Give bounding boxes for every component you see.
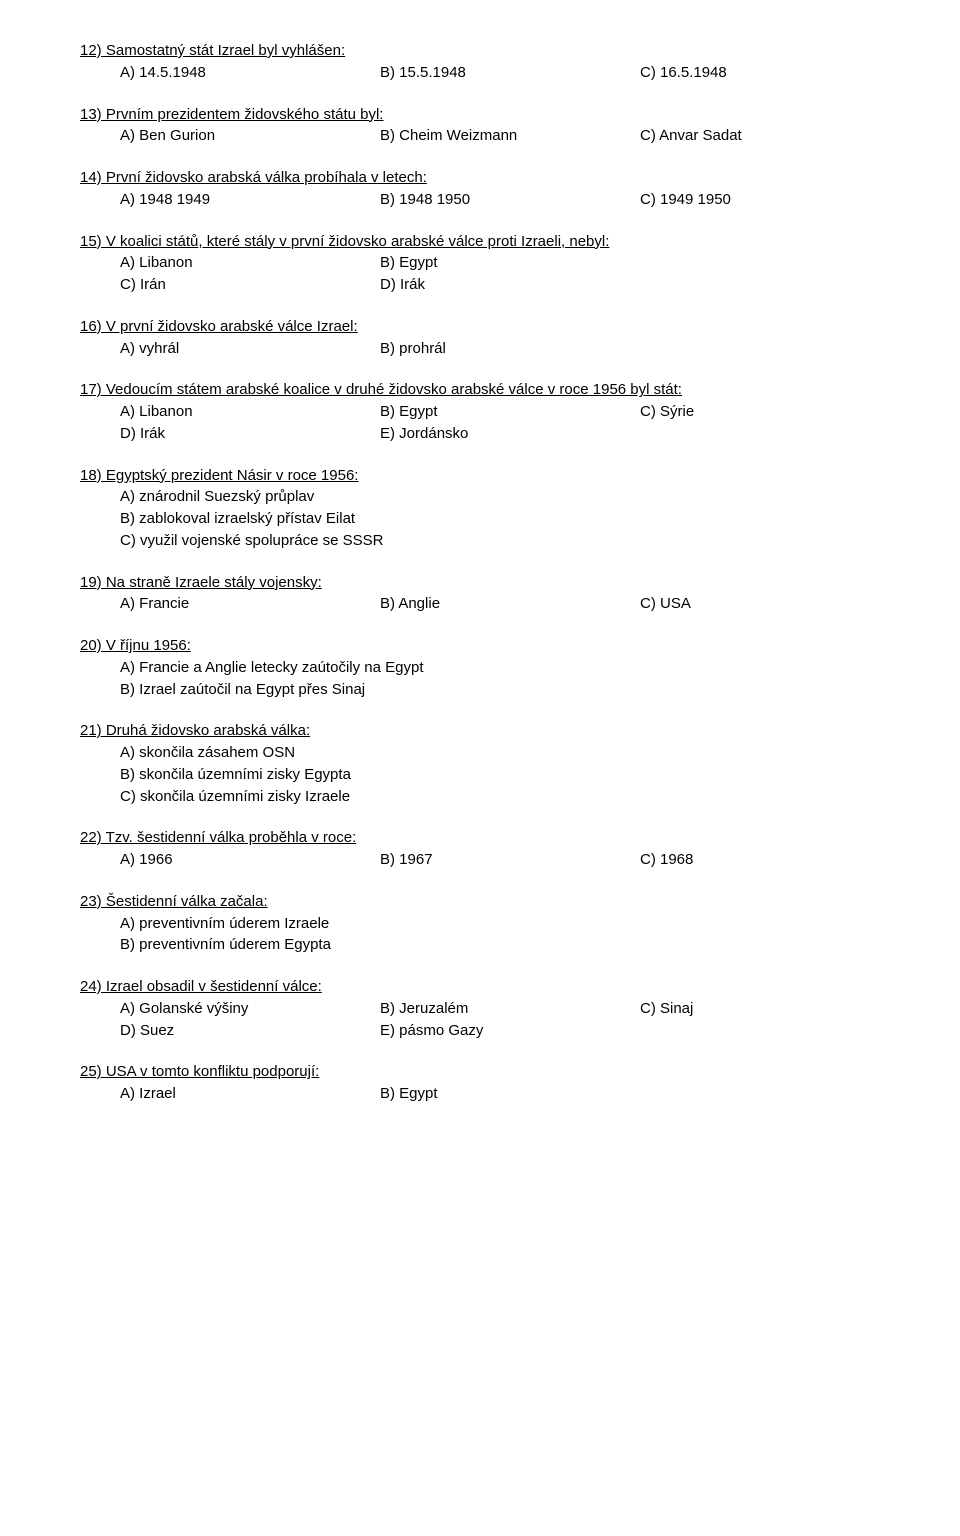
options-col: A) skončila zásahem OSN B) skončila územ…: [80, 742, 900, 807]
option-d: D) Irák: [380, 274, 640, 296]
question-15: 15) V koalici států, které stály v první…: [80, 231, 900, 296]
options-row: A) Izrael B) Egypt: [80, 1083, 900, 1105]
option-a: A) Izrael: [120, 1083, 380, 1105]
question-text: 21) Druhá židovsko arabská válka:: [80, 720, 900, 742]
options-col: A) preventivním úderem Izraele B) preven…: [80, 913, 900, 957]
question-text: 13) Prvním prezidentem židovského státu …: [80, 104, 900, 126]
question-text: 23) Šestidenní válka začala:: [80, 891, 900, 913]
option-b: B) 1948 1950: [380, 189, 640, 211]
option-b: B) Egypt: [380, 401, 640, 423]
question-text: 19) Na straně Izraele stály vojensky:: [80, 572, 900, 594]
question-text: 17) Vedoucím státem arabské koalice v dr…: [80, 379, 900, 401]
question-text: 25) USA v tomto konfliktu podporují:: [80, 1061, 900, 1083]
question-text: 24) Izrael obsadil v šestidenní válce:: [80, 976, 900, 998]
option-a: A) Francie a Anglie letecky zaútočily na…: [120, 657, 900, 679]
option-a: A) 14.5.1948: [120, 62, 380, 84]
option-a: A) skončila zásahem OSN: [120, 742, 900, 764]
options-col: A) Francie a Anglie letecky zaútočily na…: [80, 657, 900, 701]
option-b: B) 15.5.1948: [380, 62, 640, 84]
option-a: A) preventivním úderem Izraele: [120, 913, 900, 935]
question-18: 18) Egyptský prezident Násir v roce 1956…: [80, 465, 900, 552]
options-row: A) Francie B) Anglie C) USA: [80, 593, 900, 615]
option-b: B) skončila územními zisky Egypta: [120, 764, 900, 786]
option-empty: [640, 252, 900, 274]
option-a: A) Libanon: [120, 401, 380, 423]
question-text: 14) První židovsko arabská válka probíha…: [80, 167, 900, 189]
option-c: C) 16.5.1948: [640, 62, 900, 84]
options-row: C) Irán D) Irák: [80, 274, 900, 296]
option-c: C) využil vojenské spolupráce se SSSR: [120, 530, 900, 552]
option-e: E) Jordánsko: [380, 423, 640, 445]
options-row: A) 14.5.1948 B) 15.5.1948 C) 16.5.1948: [80, 62, 900, 84]
option-b: B) Izrael zaútočil na Egypt přes Sinaj: [120, 679, 900, 701]
options-row: A) Ben Gurion B) Cheim Weizmann C) Anvar…: [80, 125, 900, 147]
question-text: 18) Egyptský prezident Násir v roce 1956…: [80, 465, 900, 487]
option-b: B) Egypt: [380, 1083, 640, 1105]
options-row: D) Suez E) pásmo Gazy: [80, 1020, 900, 1042]
options-row: A) Libanon B) Egypt C) Sýrie: [80, 401, 900, 423]
option-empty: [640, 1083, 900, 1105]
options-row: A) 1966 B) 1967 C) 1968: [80, 849, 900, 871]
question-13: 13) Prvním prezidentem židovského státu …: [80, 104, 900, 148]
options-row: A) Libanon B) Egypt: [80, 252, 900, 274]
question-14: 14) První židovsko arabská válka probíha…: [80, 167, 900, 211]
question-text: 15) V koalici států, které stály v první…: [80, 231, 900, 253]
question-text: 12) Samostatný stát Izrael byl vyhlášen:: [80, 40, 900, 62]
option-c: C) Irán: [120, 274, 380, 296]
question-19: 19) Na straně Izraele stály vojensky: A)…: [80, 572, 900, 616]
question-text: 20) V říjnu 1956:: [80, 635, 900, 657]
options-row: A) Golanské výšiny B) Jeruzalém C) Sinaj: [80, 998, 900, 1020]
option-d: D) Irák: [120, 423, 380, 445]
options-row: A) vyhrál B) prohrál: [80, 338, 900, 360]
options-row: D) Irák E) Jordánsko: [80, 423, 900, 445]
option-c: C) Sýrie: [640, 401, 900, 423]
option-c: C) USA: [640, 593, 900, 615]
option-c: C) 1949 1950: [640, 189, 900, 211]
option-c: C) Sinaj: [640, 998, 900, 1020]
question-12: 12) Samostatný stát Izrael byl vyhlášen:…: [80, 40, 900, 84]
option-b: B) Jeruzalém: [380, 998, 640, 1020]
option-a: A) Libanon: [120, 252, 380, 274]
option-a: A) znárodnil Suezský průplav: [120, 486, 900, 508]
question-text: 16) V první židovsko arabské válce Izrae…: [80, 316, 900, 338]
question-text: 22) Tzv. šestidenní válka proběhla v roc…: [80, 827, 900, 849]
question-20: 20) V říjnu 1956: A) Francie a Anglie le…: [80, 635, 900, 700]
question-16: 16) V první židovsko arabské válce Izrae…: [80, 316, 900, 360]
option-b: B) Cheim Weizmann: [380, 125, 640, 147]
option-a: A) Francie: [120, 593, 380, 615]
option-a: A) Ben Gurion: [120, 125, 380, 147]
option-c: C) skončila územními zisky Izraele: [120, 786, 900, 808]
options-col: A) znárodnil Suezský průplav B) zablokov…: [80, 486, 900, 551]
option-empty: [640, 423, 900, 445]
option-b: B) 1967: [380, 849, 640, 871]
option-b: B) Egypt: [380, 252, 640, 274]
option-a: A) 1966: [120, 849, 380, 871]
option-a: A) Golanské výšiny: [120, 998, 380, 1020]
question-24: 24) Izrael obsadil v šestidenní válce: A…: [80, 976, 900, 1041]
option-empty: [640, 338, 900, 360]
question-21: 21) Druhá židovsko arabská válka: A) sko…: [80, 720, 900, 807]
option-b: B) Anglie: [380, 593, 640, 615]
question-22: 22) Tzv. šestidenní válka proběhla v roc…: [80, 827, 900, 871]
question-25: 25) USA v tomto konfliktu podporují: A) …: [80, 1061, 900, 1105]
option-c: C) 1968: [640, 849, 900, 871]
option-b: B) preventivním úderem Egypta: [120, 934, 900, 956]
option-b: B) prohrál: [380, 338, 640, 360]
option-e: E) pásmo Gazy: [380, 1020, 640, 1042]
option-empty: [640, 274, 900, 296]
option-c: C) Anvar Sadat: [640, 125, 900, 147]
option-d: D) Suez: [120, 1020, 380, 1042]
option-a: A) 1948 1949: [120, 189, 380, 211]
question-17: 17) Vedoucím státem arabské koalice v dr…: [80, 379, 900, 444]
option-empty: [640, 1020, 900, 1042]
question-23: 23) Šestidenní válka začala: A) preventi…: [80, 891, 900, 956]
option-a: A) vyhrál: [120, 338, 380, 360]
option-b: B) zablokoval izraelský přístav Eilat: [120, 508, 900, 530]
options-row: A) 1948 1949 B) 1948 1950 C) 1949 1950: [80, 189, 900, 211]
